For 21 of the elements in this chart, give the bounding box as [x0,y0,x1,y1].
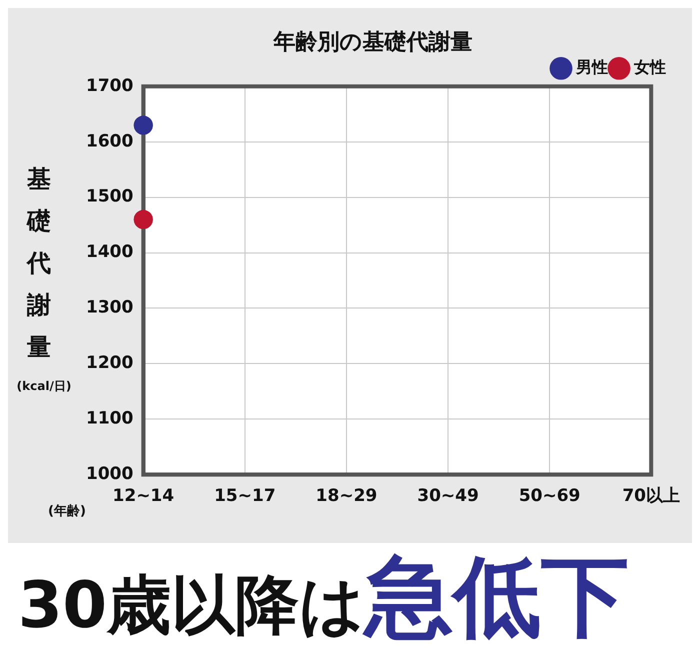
y-tick-label: 1100 [86,408,134,429]
y-tick-label: 1600 [86,131,134,152]
x-tick-label: 15~17 [214,486,276,506]
x-tick-label: 50~69 [518,486,580,506]
y-tick-label: 1400 [86,242,134,262]
y-axis-title: 基礎代謝量 [26,164,52,363]
x-tick-label: 30~49 [417,486,479,506]
text: (kcal/日) [16,378,72,395]
legend-label: 女性 [633,58,666,77]
y-tick-label: 1000 [86,464,134,484]
x-tick-label: 12~14 [112,486,174,506]
text: 急低下 [365,545,630,644]
chart-title: 年齢別の基礎代謝量 [272,30,472,55]
y-tick-label: 1700 [86,76,134,96]
x-tick-label: 70以上 [622,486,680,506]
x-axis-title: (年齢) [48,503,86,520]
y-tick-label: 1200 [86,353,134,374]
x-tick-label: 18~29 [316,486,378,506]
y-tick-label: 1500 [86,186,134,207]
legend-label: 男性 [575,58,608,77]
y-tick-label: 1300 [86,298,134,318]
